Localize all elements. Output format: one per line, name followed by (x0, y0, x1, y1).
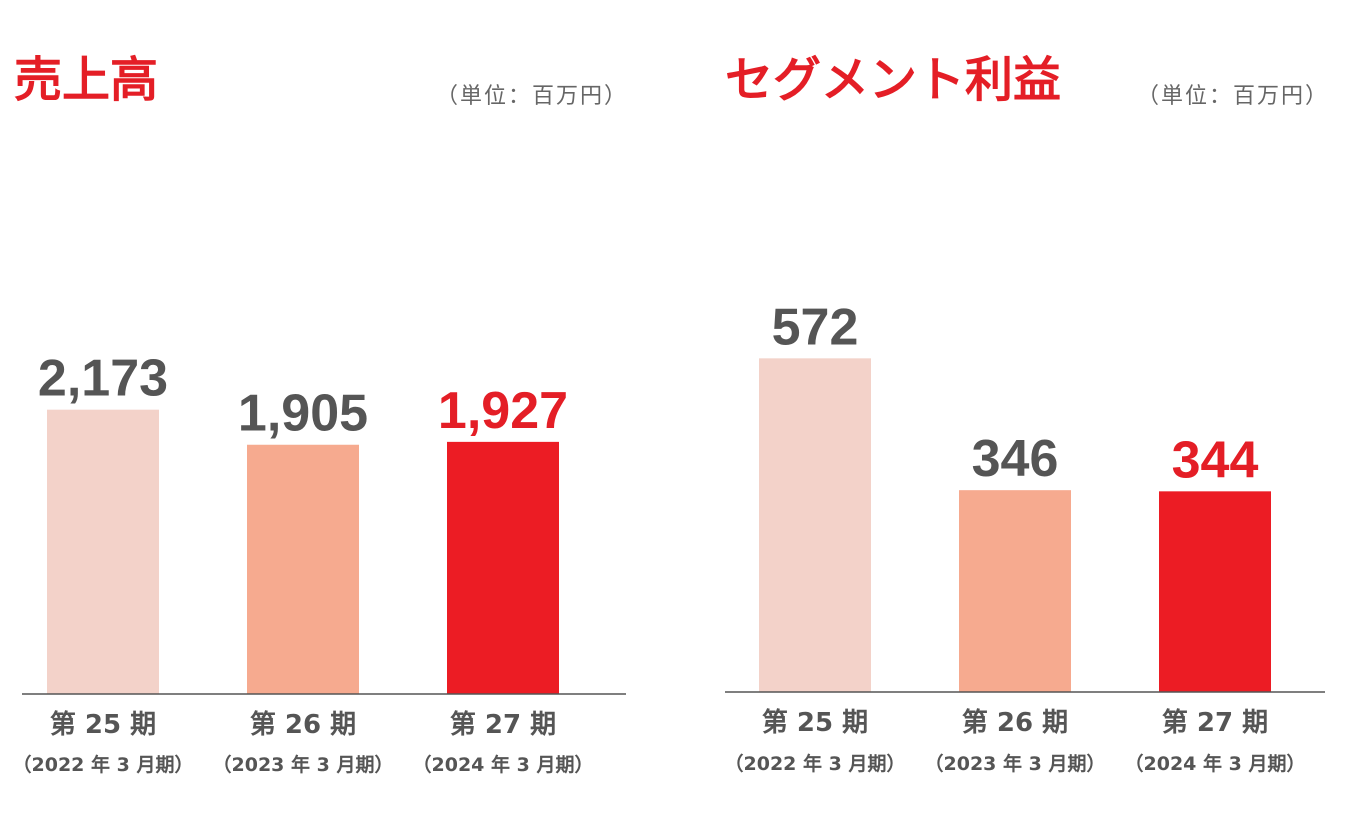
bar-1 (47, 409, 159, 694)
segment-profit-unit: （単位：百万円） (1137, 84, 1330, 109)
category-label-3: 第 27 期 (1162, 707, 1268, 738)
bar-1 (759, 358, 871, 692)
fiscal-year-label-3: （2024 年 3 月期） (1125, 752, 1306, 775)
segment-profit-title: セグメント利益 (725, 52, 1062, 108)
category-label-1: 第 25 期 (762, 707, 868, 738)
value-label-2: 1,905 (238, 385, 368, 443)
bar-2 (959, 490, 1071, 692)
value-label-3: 344 (1172, 431, 1259, 489)
sales-title: 売上高 (14, 52, 159, 108)
sales-chart: 2,173 第 25 期 （2022 年 3 月期） 1,905 第 26 期 （2023… (13, 350, 626, 776)
value-label-3: 1,927 (438, 382, 568, 440)
fiscal-year-label-2: （2023 年 3 月期） (213, 753, 394, 776)
category-label-1: 第 25 期 (50, 709, 156, 740)
segment-profit-chart: 572 第 25 期 （2022 年 3 月期） 346 第 26 期 （2023 年 3… (725, 298, 1325, 775)
value-label-2: 346 (972, 430, 1059, 488)
category-label-2: 第 26 期 (250, 709, 356, 740)
sales-panel: 2,173 第 25 期 （2022 年 3 月期） 1,905 第 26 期 （2023… (13, 52, 629, 776)
bar-3 (1159, 491, 1271, 692)
value-label-1: 2,173 (38, 350, 168, 408)
fiscal-year-label-2: （2023 年 3 月期） (925, 752, 1106, 775)
value-label-1: 572 (772, 298, 859, 356)
bar-3 (447, 441, 559, 694)
category-label-3: 第 27 期 (450, 709, 556, 740)
sales-unit: （単位：百万円） (436, 84, 629, 109)
category-label-2: 第 26 期 (962, 707, 1068, 738)
fiscal-year-label-1: （2022 年 3 月期） (725, 752, 906, 775)
fiscal-year-label-3: （2024 年 3 月期） (413, 753, 594, 776)
segment-profit-panel: 572 第 25 期 （2022 年 3 月期） 346 第 26 期 （2023 年 3… (679, 0, 1358, 824)
bar-2 (247, 444, 359, 694)
fiscal-year-label-1: （2022 年 3 月期） (13, 753, 194, 776)
